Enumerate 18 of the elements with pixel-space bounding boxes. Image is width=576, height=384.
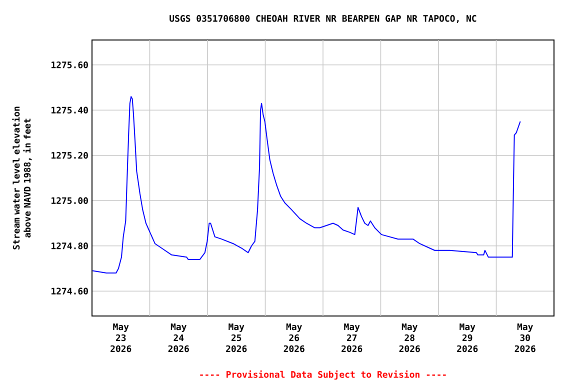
x-tick-label: May 30 2026: [514, 324, 536, 352]
y-tick-label: 1274.60: [52, 288, 88, 295]
x-tick-label: May 25 2026: [226, 324, 247, 352]
y-axis-title: Stream water level elevation above NAVD 1988, in feet: [12, 106, 32, 250]
text: ---- Provisional Data Subject to Revision ----: [200, 370, 446, 380]
y-tick-label: 1274.80: [52, 242, 88, 250]
y-tick-label: 1275.40: [52, 106, 88, 114]
y-tick-label: 1275.60: [52, 61, 88, 68]
y-tick-label: 1275.20: [52, 152, 88, 159]
x-tick-label: May 26 2026: [284, 324, 304, 352]
line-series: [92, 96, 521, 274]
x-tick-label: May 23 2026: [110, 324, 132, 352]
y-tick-label: 1275.00: [52, 197, 88, 204]
x-tick-label: May 27 2026: [342, 324, 362, 352]
x-tick-label: May 28 2026: [399, 324, 420, 352]
x-tick-label: May 29 2026: [457, 324, 478, 352]
x-tick-label: May 24 2026: [168, 324, 189, 352]
chart-title: USGS 0351706800 CHEOAH RIVER NR BEARPEN GAP NR TAPOCO, NC: [170, 15, 476, 23]
